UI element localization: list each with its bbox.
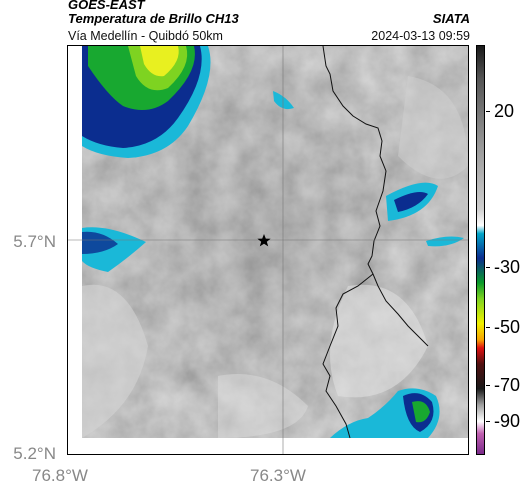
colorbar-tick — [486, 421, 490, 422]
lat-label-5.7: 5.7°N — [13, 232, 56, 251]
satellite-image — [82, 46, 468, 438]
map-panel — [67, 45, 469, 455]
organization-label: SIATA — [432, 11, 470, 26]
colorbar-tick — [486, 327, 490, 328]
cold-cloud-north — [273, 91, 294, 110]
lat-label-5.2: 5.2°N — [13, 444, 56, 463]
political-borders — [322, 46, 429, 439]
colorbar-label-minus50: -50 — [494, 317, 521, 337]
colorbar-label-20: 20 — [494, 101, 515, 121]
cold-cloud-nw — [82, 46, 211, 158]
colorbar-label-minus90: -90 — [494, 411, 521, 431]
colorbar-label-minus70: -70 — [494, 375, 521, 395]
route-subtitle: Vía Medellín - Quibdó 50km — [68, 29, 223, 43]
lon-label-76.8: 76.8°W — [32, 466, 88, 485]
colorbar — [476, 45, 485, 455]
colorbar-tick — [486, 385, 490, 386]
colorbar-label-minus30: -30 — [494, 257, 521, 277]
star-icon — [257, 234, 271, 247]
colorbar-tick — [486, 111, 490, 112]
satellite-title: GOES-EAST — [68, 0, 145, 12]
colorbar-tick — [486, 267, 490, 268]
datetime-label: 2024-03-13 09:59 — [371, 29, 470, 43]
product-title: Temperatura de Brillo CH13 — [68, 11, 239, 26]
lon-label-76.3: 76.3°W — [250, 466, 306, 485]
brightness-temperature-map — [68, 46, 468, 454]
